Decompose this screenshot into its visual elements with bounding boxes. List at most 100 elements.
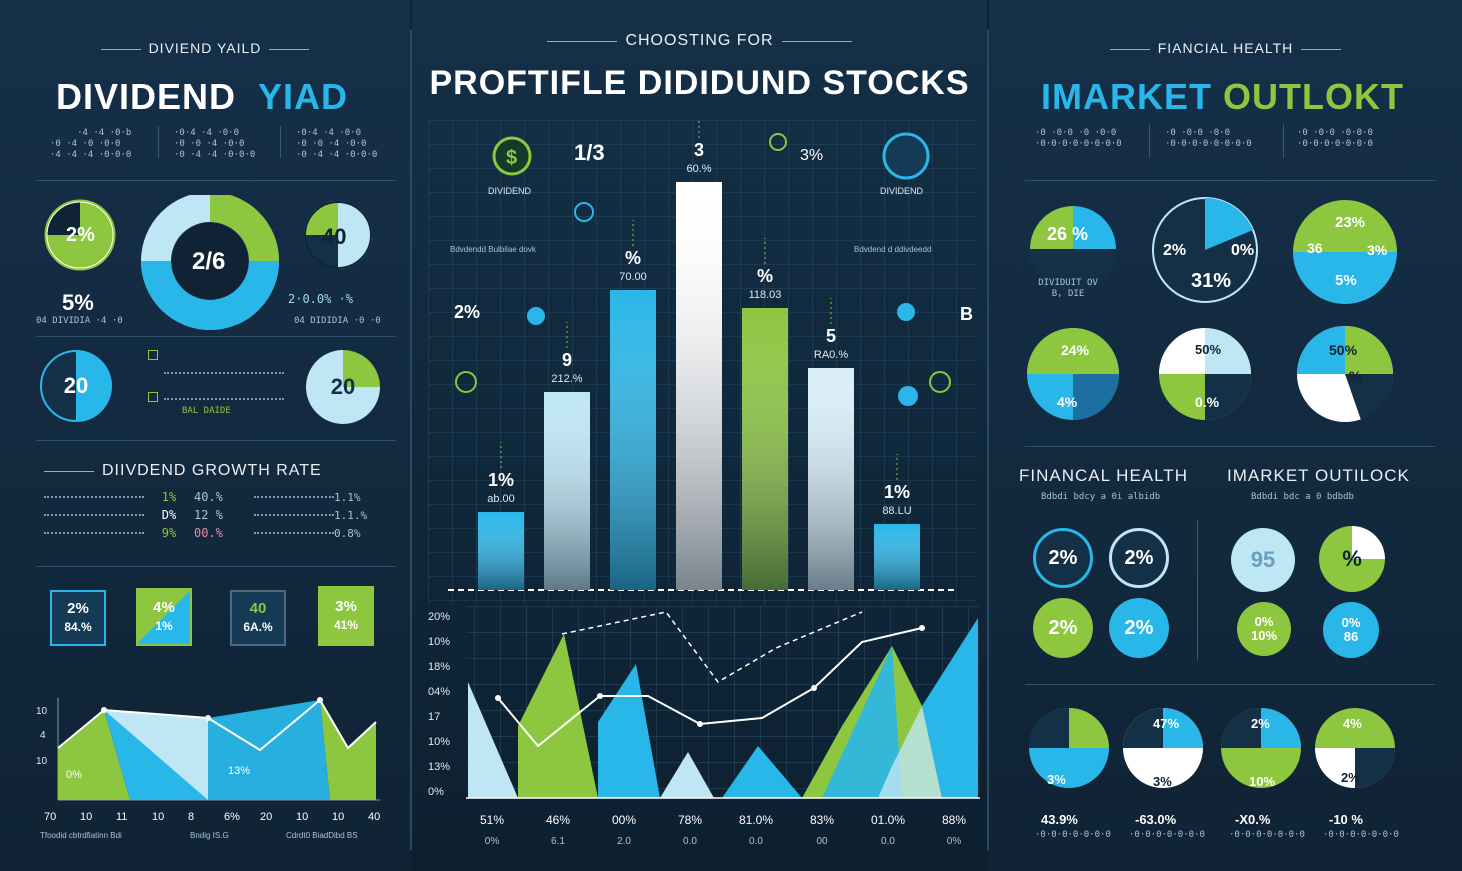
bar-note: Bdvdendd Bulbilae dovk	[450, 245, 537, 254]
bar-data-sublabel: 70.00	[619, 271, 647, 283]
left-area-x-tick: 40	[368, 811, 380, 823]
mid-caption-value: 2·0.0% ·%	[288, 292, 354, 306]
metric-box-2: 4% 1%	[136, 588, 192, 646]
bottom-pie-row	[1029, 708, 1395, 788]
bar-annotations: $ DIVIDEND 1/3 3% DIVIDEND 2% B Bdvdendd…	[450, 132, 973, 406]
pie2-label: 31%	[1191, 270, 1232, 292]
right-eyebrow: FIANCIAL HEALTH	[989, 40, 1462, 56]
area-x-tick: 83%	[810, 813, 834, 827]
bottom-pie-4	[1315, 708, 1395, 788]
check-icon	[148, 392, 158, 402]
bar-shade	[742, 308, 788, 590]
fin-circle-2: 2%	[1109, 528, 1169, 588]
pie5-label: 50%	[1195, 342, 1222, 357]
center-eyebrow: CHOOSTING FOR	[412, 32, 987, 50]
bottom-pie-caption: ·0·0·0·0·0·0·0	[1323, 830, 1399, 840]
dotted-leader	[164, 366, 284, 374]
pie6-label: %	[1349, 368, 1362, 384]
fin-circle-3: 2%	[1033, 598, 1093, 658]
bottom-pie-value: -10 %	[1329, 812, 1363, 827]
area-callout-2: 13%	[228, 765, 250, 777]
metric-box-1: 2% 84.%	[50, 590, 106, 646]
bar-annotation: DIVIDEND	[880, 186, 924, 196]
growth-row: D% 12 % 1.1.%	[44, 506, 384, 524]
mkt-circle-1: 95	[1231, 528, 1295, 592]
bar-shade	[676, 182, 722, 590]
donut-small-1	[44, 199, 116, 271]
left-area-x-tick: 6%	[224, 811, 240, 823]
bar-data-sublabel: RA0.%	[814, 349, 848, 361]
fin-circle-4: 2%	[1109, 598, 1169, 658]
area-x-subtick: 0.0	[881, 836, 895, 847]
mkt-sub: Bdbdi bdc a 0 bdbdb	[1251, 492, 1354, 502]
left-eyebrow: DIVIEND YAILD	[0, 40, 410, 56]
bar-data-label: 3	[694, 140, 704, 160]
left-area-x-tick: 20	[260, 811, 272, 823]
bar-shade	[874, 524, 920, 590]
check-icon	[929, 371, 951, 393]
area-x-subtick: 0.0	[749, 836, 763, 847]
pie-2	[1152, 197, 1258, 303]
check-icon	[148, 350, 158, 360]
pie1-label: 26 %	[1047, 224, 1089, 244]
bar-shade	[478, 512, 524, 590]
mid-caption: 04 DIDIDIA ·0 ·0	[294, 316, 381, 326]
dividend-yield-panel: DIVIEND YAILD DIVIDEND YIAD ·4 ·4 ·0·b ·…	[0, 0, 410, 871]
bottom-pie-label: 2%	[1251, 716, 1270, 731]
donut-big	[141, 195, 279, 330]
area-x-tick: 78%	[678, 813, 702, 827]
area-x-tick: 51%	[480, 813, 504, 827]
check-icon	[455, 371, 477, 393]
area-y-axis: 20% 10% 18% 04% 17 10% 13% 0%	[428, 611, 450, 798]
area-callout-1: 0%	[66, 769, 82, 781]
bar-data-label: 1%	[884, 482, 910, 502]
check-icon	[574, 202, 594, 222]
area-caption: Tfoodid cbtrdfiatinn Bdi	[40, 831, 122, 840]
bar-data-sublabel: 212.%	[551, 373, 582, 385]
right-stat-column-1: ·0 ·0·0 ·0 ·0·0·0·0·0·0·0·0·0·0	[1035, 128, 1122, 149]
area-y-tick: 18%	[428, 661, 450, 673]
bottom-pie-caption: ·0·0·0·0·0·0·0	[1229, 830, 1305, 840]
bar-data-label: %	[625, 248, 641, 268]
dollar-icon: $	[506, 147, 517, 169]
area-x-subtick: 00	[816, 836, 828, 847]
bar-shade	[610, 290, 656, 590]
mkt-circle-3: 0% 10%	[1237, 602, 1291, 656]
left-area-x-tick: 10	[152, 811, 164, 823]
mkt-circle-2: %	[1319, 526, 1385, 592]
y-tick: 4	[40, 730, 46, 741]
mkt-circle-4: 0% 86	[1323, 602, 1379, 658]
bar-annotation: 1/3	[574, 140, 605, 165]
right-stat-column-3: ·0 ·0·0 ·0·0·0·0·0·0·0·0·0·0	[1297, 128, 1373, 149]
bar-data-sublabel: 88.LU	[882, 505, 911, 517]
bar-data-sublabel: 60.%	[686, 163, 711, 175]
pie1-caption: DIVIDUIT OV B, DIE	[1038, 278, 1098, 299]
growth-title: DIIVDEND GROWTH RATE	[36, 462, 322, 480]
area-x-axis: 51% 0% 46% 6.1 00% 2.0 78% 0.0 81.0% 0.0 83% 00 01.0…	[480, 813, 966, 847]
area-x-tick: 00%	[612, 813, 636, 827]
check-icon	[769, 133, 787, 151]
area-x-subtick: 6.1	[551, 836, 565, 847]
fin-circle-1: 2%	[1033, 528, 1093, 588]
bottom-pie-value: -63.0%	[1135, 812, 1177, 827]
pie-1	[1029, 206, 1117, 292]
bottom-pie-label: 47%	[1153, 716, 1180, 731]
bottom-pie-label: 3%	[1153, 774, 1172, 789]
left-area-chart: 10 4 10 0% 13% 70 10 11 10 8 6% 20 10 10 40 Tfood…	[36, 697, 380, 840]
check-icon	[527, 307, 545, 325]
center-title: PROFTIFLE DIDIDUND STOCKS	[429, 64, 970, 102]
y-tick: 10	[36, 706, 48, 717]
bar-annotation: B	[960, 304, 973, 324]
growth-table: 1% 40.% 1.1% D% 12 % 1.1.% 9% 00.% 0.8%	[44, 488, 384, 542]
stat-column-3: ·0·4 ·4 ·0·0 ·0 ·0 ·4 ·0·0 ·0 ·4 ·4 ·0·0…	[296, 128, 378, 160]
pie-5	[1159, 328, 1251, 420]
pie3-label: 23%	[1335, 214, 1366, 231]
left-area-x-tick: 8	[188, 811, 194, 823]
bar-chart: 1% ab.00 9 212.%% 70.00 3 60.%% 118.03 5 RA0.% 1% 8…	[428, 120, 976, 605]
pie-4	[1027, 328, 1119, 420]
bottom-pie-label: 3%	[1047, 772, 1066, 787]
left-area-x-tick: 10	[296, 811, 308, 823]
area-x-tick: 81.0%	[739, 813, 773, 827]
bottom-pie-caption: ·0·0·0·0·0·0·0	[1035, 830, 1111, 840]
pie4-label: 24%	[1061, 342, 1090, 358]
